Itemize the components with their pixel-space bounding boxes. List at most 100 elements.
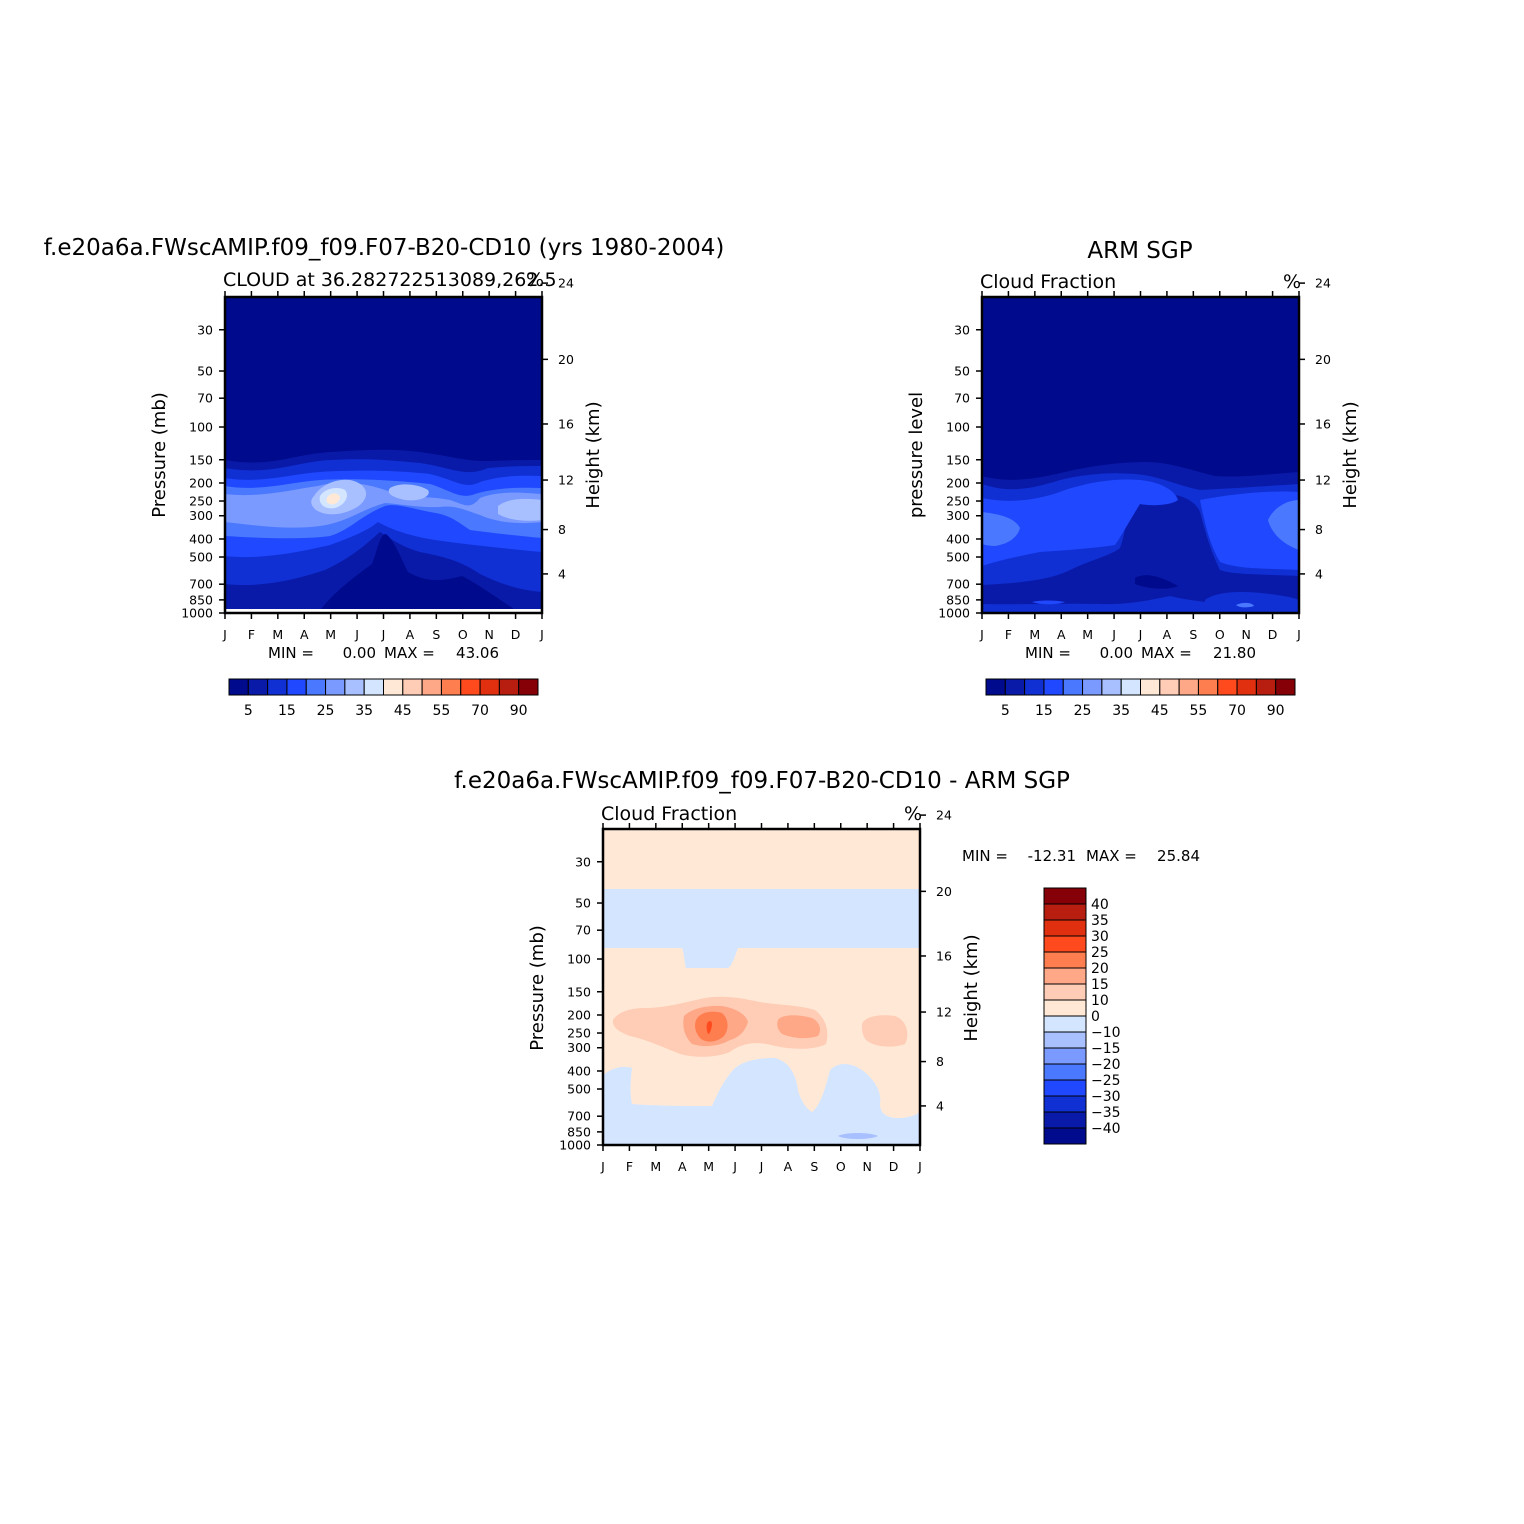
panel1-x-tick-label: J	[539, 627, 544, 642]
panel2-y2-tick-label: 8	[1315, 522, 1323, 537]
panel2-y-tick-label: 500	[946, 550, 970, 565]
panel3-y-tick-label: 200	[567, 1007, 591, 1022]
panel2-colorbar-label: 90	[1267, 703, 1285, 719]
panel3-colorbar-swatch	[1043, 951, 1087, 969]
panel3-y2-tick-label: 24	[936, 808, 952, 823]
panel3-region	[603, 1058, 920, 1145]
panel2-colorbar-swatch	[985, 678, 1006, 696]
panel1-region	[225, 482, 542, 528]
panel3-colorbar-label: −20	[1091, 1057, 1121, 1073]
panel1-x-tick-label: J	[354, 627, 359, 642]
panel1-colorbar-label: 70	[471, 703, 489, 719]
panel2-region	[982, 479, 1178, 566]
panel1-colorbar-label: 90	[510, 703, 528, 719]
panel1-region	[388, 484, 429, 501]
panel2-x-tick-label: A	[1057, 627, 1066, 642]
panel1-colorbar-label: 55	[433, 703, 451, 719]
panel2-x-tick-label: O	[1215, 627, 1225, 642]
panel1-colorbar-swatch	[383, 678, 404, 696]
panel1-contour-field	[225, 297, 542, 613]
panel3-region	[838, 1133, 878, 1139]
panel3-y-tick-label: 250	[567, 1026, 591, 1041]
panel2-region	[1236, 602, 1254, 608]
panel2-colorbar-label: 35	[1112, 703, 1130, 719]
panel1-y-tick-label: 700	[189, 577, 213, 592]
panel3-colorbar-swatch	[1043, 1127, 1087, 1145]
panel2-y-tick-label: 30	[954, 322, 970, 337]
panel1-colorbar-swatch	[498, 678, 520, 696]
panel1-colorbar-label: 25	[317, 703, 335, 719]
panel1-colorbar-swatch	[228, 678, 249, 696]
panel2-y2-tick-label: 16	[1315, 416, 1331, 431]
panel1-x-tick-label: M	[272, 627, 283, 642]
panel1-colorbar-swatch	[305, 678, 327, 696]
panel3-x-tick-label: J	[732, 1159, 737, 1174]
panel2-colorbar-swatch	[1024, 678, 1045, 696]
panel3-colorbar-swatch	[1043, 1031, 1087, 1049]
panel3-colorbar-label: −40	[1091, 1121, 1121, 1137]
panel1-y2-tick-label: 20	[558, 352, 574, 367]
panel1-colorbar-swatch	[440, 678, 462, 696]
panel1-colorbar-swatch	[325, 678, 346, 696]
panel3-colorbar-label: −10	[1091, 1025, 1121, 1041]
panel1-x-tick-label: J	[222, 627, 227, 642]
panel2-x-tick-label: J	[1138, 627, 1143, 642]
panel2-region	[1268, 500, 1299, 550]
panel3-colorbar-label: 20	[1091, 961, 1109, 977]
panel1-title: f.e20a6a.FWscAMIP.f09_f09.F07-B20-CD10 (…	[44, 235, 725, 261]
panel3-colorbar-label: 35	[1091, 913, 1109, 929]
panel2-y-tick-label: 200	[946, 475, 970, 490]
panel2-x-tick-label: M	[1029, 627, 1040, 642]
panel1-ylabel-right: Height (km)	[583, 401, 604, 508]
panel3-colorbar-label: −30	[1091, 1089, 1121, 1105]
panel2-colorbar-label: 15	[1035, 703, 1053, 719]
panel1-x-tick-label: S	[432, 627, 440, 642]
panel3-y2-tick-label: 8	[936, 1054, 944, 1069]
panel2-y-tick-label: 1000	[938, 606, 970, 621]
panel3-y-tick-label: 100	[567, 952, 591, 967]
panel3-title: f.e20a6a.FWscAMIP.f09_f09.F07-B20-CD10 -…	[454, 768, 1070, 794]
panel3-y-tick-label: 850	[567, 1124, 591, 1139]
panel3-colorbar-swatch	[1043, 999, 1087, 1017]
panel1-y-tick-label: 150	[189, 452, 213, 467]
panel1-ylabel: Pressure (mb)	[149, 392, 170, 518]
panel1-x-tick-label: O	[458, 627, 468, 642]
panel3-colorbar-swatch	[1043, 983, 1087, 1001]
panel2-colorbar-swatch	[1159, 678, 1180, 696]
panel-diff: f.e20a6a.FWscAMIP.f09_f09.F07-B20-CD10 -…	[454, 768, 1200, 1174]
panel3-x-tick-label: S	[810, 1159, 818, 1174]
panel1-y-tick-label: 30	[197, 322, 213, 337]
panel3-colorbar-label: −25	[1091, 1073, 1121, 1089]
panel2-colorbar-swatch	[1197, 678, 1219, 696]
panel1-subtitle: CLOUD at 36.282722513089,262.5	[223, 269, 557, 291]
panel2-y2-tick-label: 24	[1315, 276, 1331, 291]
panel1-y-tick-label: 400	[189, 531, 213, 546]
panel2-colorbar-swatch	[1120, 678, 1141, 696]
panel2-colorbar-swatch	[1217, 678, 1238, 696]
panel2-region	[982, 494, 1299, 613]
panel2-min-label: MIN =	[1025, 644, 1071, 662]
panel2-x-tick-label: A	[1163, 627, 1172, 642]
panel1-colorbar-swatch	[479, 678, 500, 696]
panel2-contour-field	[982, 297, 1299, 613]
panel1-colorbar-swatch	[286, 678, 307, 696]
panel2-colorbar-swatch	[1101, 678, 1122, 696]
panel2-units: %	[1283, 271, 1301, 293]
panel3-y-tick-label: 70	[575, 923, 591, 938]
panel2-x-tick-label: N	[1241, 627, 1250, 642]
panel3-y-tick-label: 300	[567, 1040, 591, 1055]
panel1-colorbar-label: 15	[278, 703, 296, 719]
panel3-y2-tick-label: 16	[936, 948, 952, 963]
panel2-max-label: MAX =	[1141, 644, 1192, 662]
panel2-colorbar-swatch	[1255, 678, 1277, 696]
panel1-colorbar: 5 15 25 35 45 55 70 90	[228, 678, 539, 719]
panel3-region	[777, 1015, 820, 1039]
panel3-x-tick-label: M	[650, 1159, 661, 1174]
panel1-colorbar-swatch	[421, 678, 442, 696]
panel2-y2-tick-label: 20	[1315, 352, 1331, 367]
panel3-colorbar-swatch	[1043, 1015, 1087, 1033]
panel1-colorbar-label: 5	[244, 703, 253, 719]
panel1-y-tick-label: 70	[197, 391, 213, 406]
